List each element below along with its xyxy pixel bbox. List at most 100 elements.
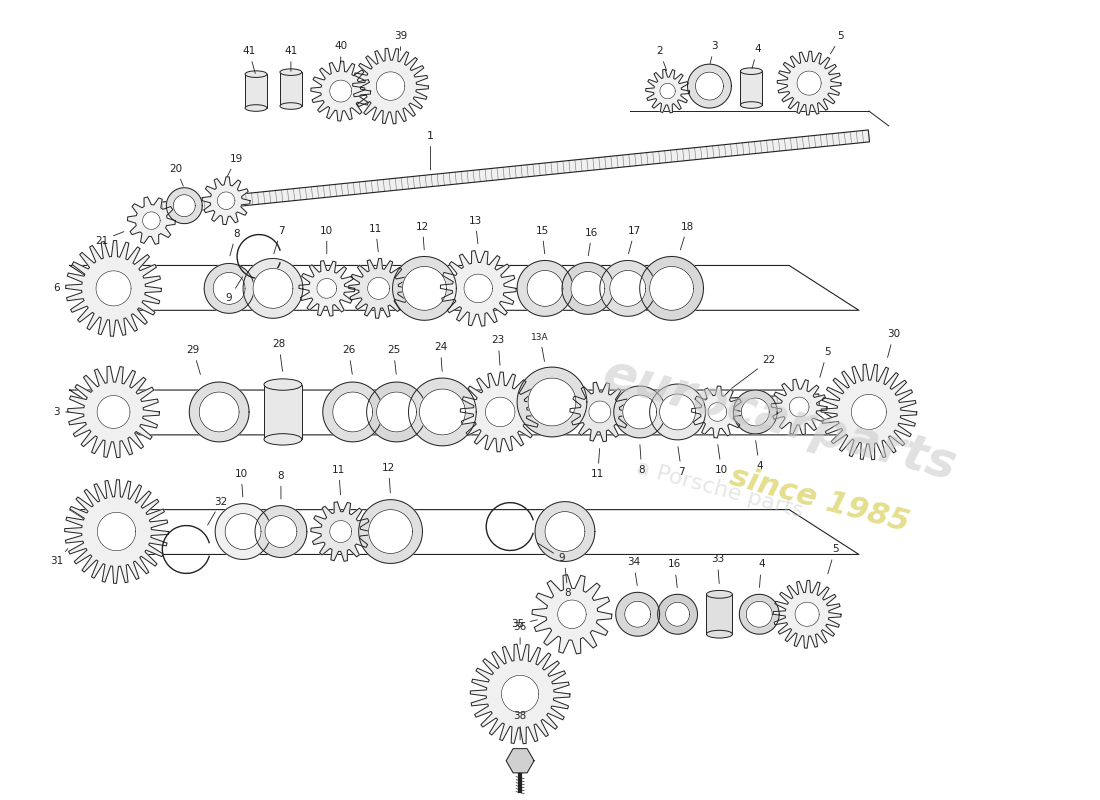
Polygon shape bbox=[359, 500, 422, 563]
Polygon shape bbox=[243, 258, 302, 318]
Bar bbox=[264, 385, 301, 439]
Polygon shape bbox=[65, 480, 168, 583]
Polygon shape bbox=[311, 61, 371, 121]
Text: 40: 40 bbox=[334, 42, 348, 63]
Bar bbox=[279, 72, 301, 106]
Text: 19: 19 bbox=[228, 154, 243, 176]
Text: 25: 25 bbox=[387, 345, 400, 374]
Polygon shape bbox=[174, 194, 195, 217]
Polygon shape bbox=[330, 80, 352, 102]
Polygon shape bbox=[734, 390, 778, 434]
Polygon shape bbox=[571, 271, 605, 306]
Text: 2: 2 bbox=[657, 46, 667, 70]
Ellipse shape bbox=[740, 102, 762, 108]
Polygon shape bbox=[616, 592, 660, 636]
Text: 11: 11 bbox=[368, 223, 382, 252]
Polygon shape bbox=[353, 48, 428, 124]
Text: 6: 6 bbox=[54, 283, 67, 294]
Polygon shape bbox=[773, 580, 842, 648]
Text: 7: 7 bbox=[274, 226, 284, 254]
Polygon shape bbox=[393, 257, 456, 320]
Bar bbox=[706, 594, 733, 634]
Polygon shape bbox=[205, 263, 254, 314]
Polygon shape bbox=[460, 372, 540, 452]
Text: 15: 15 bbox=[536, 226, 549, 254]
Polygon shape bbox=[485, 397, 515, 426]
Text: 33: 33 bbox=[711, 554, 724, 583]
Polygon shape bbox=[376, 392, 417, 432]
Text: 21: 21 bbox=[95, 232, 124, 246]
Ellipse shape bbox=[706, 630, 733, 638]
Text: 36: 36 bbox=[514, 622, 527, 644]
Ellipse shape bbox=[264, 379, 301, 390]
Polygon shape bbox=[640, 257, 704, 320]
Polygon shape bbox=[213, 273, 245, 304]
Polygon shape bbox=[588, 401, 610, 423]
Text: 29: 29 bbox=[187, 345, 200, 374]
Text: 12: 12 bbox=[416, 222, 429, 250]
Text: 28: 28 bbox=[273, 339, 286, 371]
Polygon shape bbox=[311, 502, 371, 562]
Text: 8: 8 bbox=[277, 470, 284, 499]
Ellipse shape bbox=[245, 71, 267, 78]
Polygon shape bbox=[528, 378, 576, 426]
Text: 3: 3 bbox=[54, 407, 69, 417]
Text: 35: 35 bbox=[512, 619, 537, 630]
Polygon shape bbox=[143, 212, 161, 230]
Polygon shape bbox=[660, 83, 675, 98]
Polygon shape bbox=[771, 379, 827, 434]
Text: since 1985: since 1985 bbox=[726, 462, 912, 538]
Text: 38: 38 bbox=[514, 711, 527, 740]
Polygon shape bbox=[692, 386, 744, 438]
Polygon shape bbox=[97, 512, 135, 550]
Polygon shape bbox=[66, 241, 162, 336]
Text: eurocarparts: eurocarparts bbox=[597, 350, 961, 490]
Polygon shape bbox=[202, 177, 250, 225]
Polygon shape bbox=[623, 395, 657, 429]
Polygon shape bbox=[502, 675, 539, 713]
Polygon shape bbox=[317, 278, 337, 298]
Polygon shape bbox=[600, 261, 656, 316]
Polygon shape bbox=[517, 367, 587, 437]
Polygon shape bbox=[349, 258, 408, 318]
Polygon shape bbox=[570, 382, 629, 442]
Polygon shape bbox=[367, 278, 389, 299]
Polygon shape bbox=[708, 402, 727, 422]
Text: 7: 7 bbox=[678, 446, 685, 477]
Polygon shape bbox=[650, 384, 705, 440]
Text: 10: 10 bbox=[320, 226, 333, 254]
Text: 13: 13 bbox=[469, 216, 482, 244]
Text: 26: 26 bbox=[342, 345, 355, 374]
Text: 20: 20 bbox=[169, 164, 184, 186]
Polygon shape bbox=[156, 130, 869, 214]
Polygon shape bbox=[471, 644, 570, 744]
Polygon shape bbox=[666, 602, 690, 626]
Polygon shape bbox=[625, 602, 650, 627]
Text: 30: 30 bbox=[888, 330, 901, 358]
Polygon shape bbox=[688, 64, 732, 108]
Bar bbox=[245, 74, 267, 108]
Text: 11: 11 bbox=[591, 449, 605, 478]
Polygon shape bbox=[255, 506, 307, 558]
Polygon shape bbox=[650, 266, 693, 310]
Text: 8: 8 bbox=[230, 229, 240, 256]
Polygon shape bbox=[128, 197, 175, 244]
Polygon shape bbox=[199, 392, 239, 432]
Text: 4: 4 bbox=[752, 44, 760, 69]
Polygon shape bbox=[506, 749, 535, 773]
Text: 31: 31 bbox=[51, 549, 68, 566]
Polygon shape bbox=[790, 397, 808, 417]
Polygon shape bbox=[218, 192, 235, 210]
Text: a Porsche parts: a Porsche parts bbox=[634, 458, 805, 522]
Text: 23: 23 bbox=[492, 335, 505, 366]
Text: 5: 5 bbox=[830, 31, 845, 54]
Polygon shape bbox=[216, 504, 271, 559]
Polygon shape bbox=[166, 188, 202, 224]
Ellipse shape bbox=[245, 105, 267, 111]
Polygon shape bbox=[646, 70, 690, 113]
Polygon shape bbox=[562, 262, 614, 314]
Polygon shape bbox=[739, 594, 779, 634]
Polygon shape bbox=[658, 594, 697, 634]
Text: 4: 4 bbox=[756, 441, 762, 470]
Polygon shape bbox=[376, 72, 405, 100]
